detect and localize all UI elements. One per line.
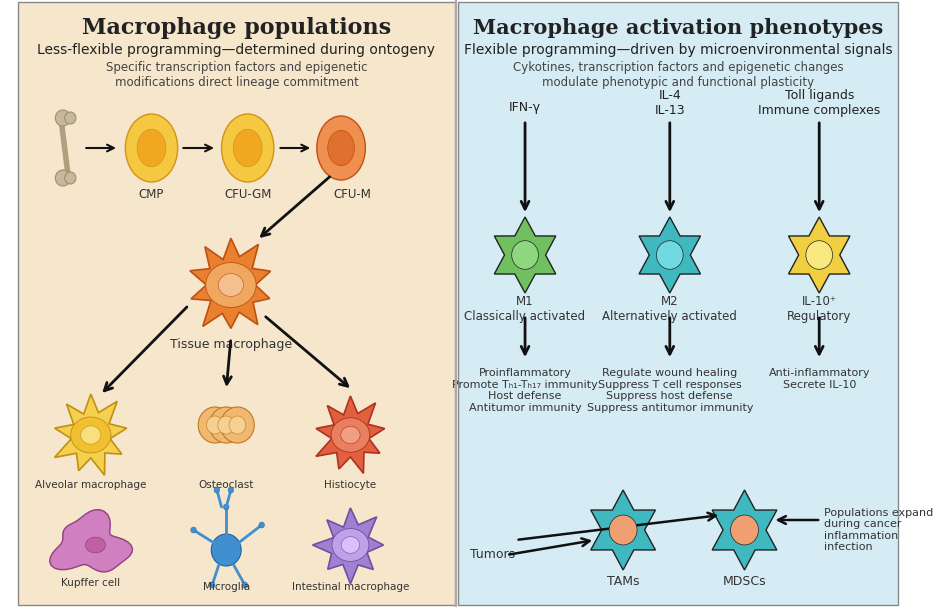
Circle shape (259, 522, 265, 528)
Polygon shape (312, 508, 383, 584)
Text: Macrophage activation phenotypes: Macrophage activation phenotypes (473, 18, 884, 38)
Circle shape (199, 407, 232, 443)
Ellipse shape (126, 114, 178, 182)
Text: Microglia: Microglia (202, 582, 250, 592)
Ellipse shape (221, 114, 273, 182)
Text: MDSCs: MDSCs (723, 575, 766, 588)
Polygon shape (495, 217, 556, 293)
Circle shape (191, 527, 197, 533)
Text: Macrophage populations: Macrophage populations (82, 17, 391, 39)
Text: Tissue macrophage: Tissue macrophage (170, 338, 292, 351)
Circle shape (211, 534, 241, 566)
Ellipse shape (342, 537, 359, 554)
Text: Toll ligands
Immune complexes: Toll ligands Immune complexes (758, 89, 881, 117)
Ellipse shape (85, 537, 105, 553)
FancyBboxPatch shape (18, 2, 455, 605)
Ellipse shape (71, 417, 111, 453)
FancyBboxPatch shape (458, 2, 898, 605)
Text: IL-10⁺
Regulatory: IL-10⁺ Regulatory (787, 295, 851, 323)
Text: Osteoclast: Osteoclast (199, 480, 254, 490)
Circle shape (609, 515, 637, 545)
Polygon shape (316, 396, 385, 473)
Text: Anti-inflammatory
Secrete IL-10: Anti-inflammatory Secrete IL-10 (768, 368, 870, 390)
Ellipse shape (327, 131, 355, 166)
Polygon shape (50, 510, 132, 572)
Text: IL-4
IL-13: IL-4 IL-13 (655, 89, 685, 117)
Circle shape (209, 582, 215, 588)
Circle shape (657, 241, 683, 270)
Text: TAMs: TAMs (606, 575, 639, 588)
Polygon shape (55, 394, 127, 475)
Text: Regulate wound healing
Suppress T cell responses
Suppress host defense
Suppress : Regulate wound healing Suppress T cell r… (587, 368, 753, 413)
Polygon shape (190, 238, 271, 328)
Text: M1
Classically activated: M1 Classically activated (464, 295, 586, 323)
Ellipse shape (137, 129, 166, 167)
Text: M2
Alternatively activated: M2 Alternatively activated (603, 295, 737, 323)
Circle shape (228, 487, 234, 493)
Ellipse shape (317, 116, 365, 180)
Circle shape (206, 416, 223, 434)
Text: CFU-M: CFU-M (333, 188, 371, 201)
Text: Populations expand
during cancer
inflammation
infection: Populations expand during cancer inflamm… (824, 507, 933, 552)
Ellipse shape (341, 426, 360, 444)
Circle shape (214, 487, 219, 493)
Ellipse shape (234, 129, 262, 167)
Ellipse shape (205, 262, 256, 308)
Circle shape (64, 172, 76, 184)
Polygon shape (788, 217, 850, 293)
Circle shape (220, 407, 254, 443)
Ellipse shape (331, 418, 370, 452)
Circle shape (242, 582, 248, 588)
Circle shape (512, 241, 538, 270)
Text: Less-flexible programming—determined during ontogeny: Less-flexible programming—determined dur… (38, 43, 435, 57)
Circle shape (730, 515, 759, 545)
Ellipse shape (219, 274, 243, 296)
Text: Tumors: Tumors (470, 549, 515, 561)
Circle shape (229, 416, 246, 434)
Polygon shape (590, 490, 656, 570)
Text: CFU-GM: CFU-GM (224, 188, 272, 201)
Text: Histiocyte: Histiocyte (324, 480, 377, 490)
Ellipse shape (332, 529, 369, 561)
Ellipse shape (80, 426, 101, 444)
Circle shape (55, 110, 70, 126)
Circle shape (209, 407, 243, 443)
Polygon shape (639, 217, 701, 293)
Text: Kupffer cell: Kupffer cell (61, 578, 120, 588)
Circle shape (223, 504, 229, 510)
Text: Cykotines, transcription factors and epigenetic changes
modulate phenotypic and : Cykotines, transcription factors and epi… (513, 61, 844, 89)
Circle shape (806, 241, 832, 270)
Text: CMP: CMP (139, 188, 165, 201)
Circle shape (218, 416, 235, 434)
Text: Alveolar macrophage: Alveolar macrophage (35, 480, 147, 490)
Text: Specific transcription factors and epigenetic
modifications direct lineage commi: Specific transcription factors and epige… (106, 61, 367, 89)
Text: Intestinal macrophage: Intestinal macrophage (291, 582, 409, 592)
Text: IFN-γ: IFN-γ (509, 101, 541, 115)
Text: Flexible programming—driven by microenvironmental signals: Flexible programming—driven by microenvi… (464, 43, 892, 57)
Text: Proinflammatory
Promote Tₕ₁-Tₕ₁₇ immunity
Host defense
Antitumor immunity: Proinflammatory Promote Tₕ₁-Tₕ₁₇ immunit… (452, 368, 598, 413)
Circle shape (64, 112, 76, 124)
Polygon shape (712, 490, 777, 570)
Circle shape (55, 170, 70, 186)
